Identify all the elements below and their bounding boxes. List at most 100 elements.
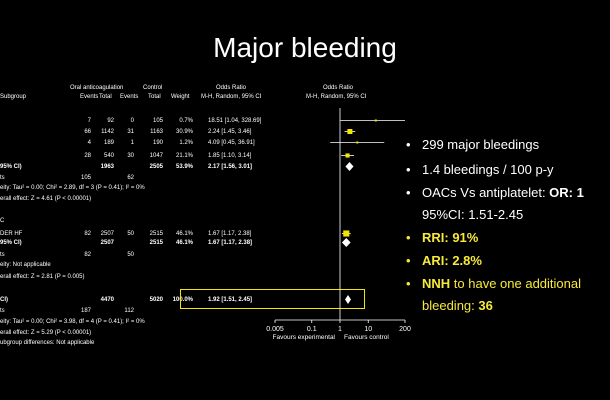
table-cell-t2: 1047 (149, 153, 163, 159)
table-cell-label: C (0, 218, 5, 224)
bullet-text: ARI: 2.8% (422, 254, 482, 267)
bullet-text-plain: 95%CI: 1.51-2.45 (422, 207, 524, 222)
bullet-marker: • (406, 137, 411, 152)
table-cell-e1: 105 (80, 175, 91, 181)
col-subgroup: Subgroup (0, 94, 27, 100)
col-method-right: M-H, Random, 95% CI (306, 94, 367, 100)
table-cell-e1: 187 (80, 308, 91, 314)
table-cell-ci: 1.92 [1.51, 2.45] (208, 297, 253, 303)
col-method-left: M-H, Random, 95% CI (201, 94, 262, 100)
table-cell-e2: 1 (130, 140, 134, 146)
table-cell-label: 95% CI) (0, 240, 22, 246)
bullet-text-bold: RRI: 91% (422, 230, 479, 245)
col-total-oac: Total (99, 94, 112, 100)
table-cell-t2: 190 (152, 140, 163, 146)
table-cell-ci: 4.09 [0.45, 36.91] (208, 140, 255, 146)
table-cell-e2: 50 (127, 231, 134, 237)
table-cell-label: DER HF (0, 231, 23, 237)
table-cell-label: ts (0, 252, 5, 258)
table-cell-t1: 4470 (100, 297, 114, 303)
x-tick-label: 200 (399, 326, 411, 333)
table-cell-label: eity: Tau² = 0.00; Chi² = 3.98, df = 4 (… (0, 319, 145, 325)
table-cell-label: ubgroup differences: Not applicable (0, 340, 95, 346)
table-cell-e2: 31 (127, 129, 134, 135)
table-cell-t1: 1963 (100, 164, 114, 170)
favours-experimental-label: Favours experimental (273, 334, 336, 341)
header-oac: Oral anticoagulation (70, 85, 124, 91)
bullet-text-bold: NNH (422, 276, 451, 291)
table-cell-ci: 18.51 [1.04, 328.69] (208, 118, 262, 124)
table-cell-label: erall effect: Z = 4.61 (P < 0.00001) (0, 196, 92, 202)
bullet-text-bold: ARI: 2.8% (422, 253, 482, 268)
table-cell-w: 46.1% (175, 231, 193, 237)
bullet-text-plain: OACs Vs antiplatelet: (422, 185, 550, 200)
table-cell-e2: 50 (127, 252, 134, 258)
table-cell-e1: 4 (87, 140, 91, 146)
col-weight: Weight (171, 94, 190, 100)
x-tick-label: 0.1 (307, 326, 317, 333)
bullet-text-bold: 36 (478, 298, 493, 313)
table-cell-label: eity: Not applicable (0, 262, 51, 268)
bullet-marker: • (406, 230, 411, 245)
table-cell-e2: 0 (130, 118, 134, 124)
bullet-text-tail: to have one additional (450, 276, 581, 291)
total-highlight-box (180, 289, 365, 309)
table-cell-w: 46.1% (175, 240, 193, 246)
table-cell-ci: 1.67 [1.17, 2.38] (208, 240, 253, 246)
table-cell-t2: 2505 (149, 164, 163, 170)
table-cell-e2: 62 (127, 175, 134, 181)
table-cell-e2: 112 (124, 308, 134, 314)
table-cell-w: 21.1% (175, 153, 193, 159)
table-cell-t2: 2515 (149, 231, 163, 237)
table-cell-t1: 540 (103, 153, 114, 159)
table-cell-t2: 2515 (149, 240, 163, 246)
col-events-oac: Events (80, 94, 99, 100)
table-cell-t2: 5020 (149, 297, 163, 303)
table-cell-e2: 30 (127, 153, 134, 159)
table-cell-t1: 2507 (100, 240, 114, 246)
bullet-text-plain: 1.4 bleedings / 100 p-y (422, 162, 554, 177)
table-cell-e1: 82 (84, 252, 91, 258)
bullet-text: OACs Vs antiplatelet: OR: 1 (422, 186, 584, 199)
bullet-text: NNH to have one additional (422, 277, 581, 290)
pooled-diamond (341, 238, 351, 247)
table-cell-ci: 2.17 [1.56, 3.01] (208, 164, 253, 170)
table-cell-e1: 82 (84, 231, 91, 237)
bullet-marker: • (406, 253, 411, 268)
table-cell-ci: 2.24 [1.45, 3.46] (208, 129, 252, 135)
table-cell-w: 1.2% (179, 140, 193, 146)
table-cell-label: ts (0, 308, 5, 314)
x-tick-label: 0.005 (266, 326, 284, 333)
bullet-text-bold: OR: 1 (549, 185, 584, 200)
header-or-left: Odds Ratio (216, 85, 247, 91)
table-cell-t1: 189 (103, 140, 114, 146)
table-cell-t1: 2507 (100, 231, 114, 237)
table-cell-w: 30.9% (175, 129, 193, 135)
header-or-right: Odds Ratio (323, 85, 354, 91)
table-cell-e1: 7 (87, 118, 91, 124)
table-cell-w: 100.0% (172, 297, 193, 303)
col-events-control: Events (120, 94, 139, 100)
study-point (343, 230, 350, 237)
bullet-text: 299 major bleedings (422, 138, 539, 151)
x-tick-label: 10 (364, 326, 372, 333)
table-cell-ci: 1.85 [1.10, 3.14] (208, 153, 252, 159)
header-control: Control (143, 85, 163, 91)
table-cell-label: 95% CI) (0, 164, 22, 170)
study-point (356, 141, 359, 144)
table-cell-t2: 1163 (150, 129, 163, 135)
pooled-diamond (345, 295, 351, 304)
bullet-text: bleeding: 36 (422, 299, 493, 312)
table-cell-label: ts (0, 175, 5, 181)
table-cell-e1: 66 (84, 129, 91, 135)
bullet-marker: • (406, 185, 411, 200)
bullet-text-plain: 299 major bleedings (422, 137, 540, 152)
bullet-text-plain: bleeding: (422, 298, 479, 313)
study-point (374, 119, 377, 122)
bullet-marker: • (406, 276, 411, 291)
table-cell-label: erall effect: Z = 2.81 (P = 0.005) (0, 274, 85, 280)
table-cell-e1: 28 (84, 153, 91, 159)
bullet-marker: • (406, 162, 411, 177)
study-point (345, 153, 350, 158)
